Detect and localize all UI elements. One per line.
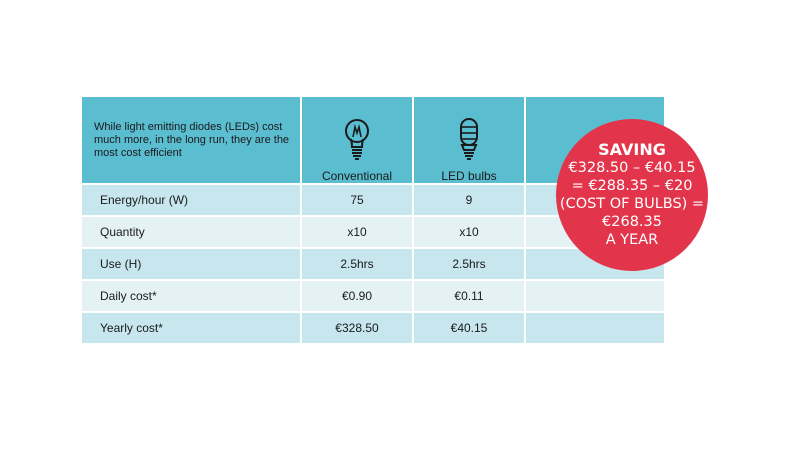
row-label: Daily cost* — [82, 280, 302, 313]
led-bulb-icon — [460, 118, 478, 160]
cell-led: x10 — [413, 216, 526, 249]
table-row: Use (H) 2.5hrs 2.5hrs — [82, 248, 664, 281]
saving-line-1: €328.50 – €40.15 — [568, 160, 696, 176]
column-label-led: LED bulbs — [441, 169, 497, 183]
row-label: Energy/hour (W) — [82, 184, 302, 217]
saving-line-2: = €288.35 – €20 — [571, 178, 693, 194]
cell-conventional: 75 — [301, 184, 414, 217]
column-led: LED bulbs — [413, 97, 526, 185]
cell-conventional: 2.5hrs — [301, 248, 414, 281]
cell-led: €0.11 — [413, 280, 526, 313]
cell-conventional: €328.50 — [301, 312, 414, 345]
cell-led: €40.15 — [413, 312, 526, 345]
saving-title: SAVING — [598, 140, 666, 159]
incandescent-bulb-icon — [345, 119, 369, 160]
intro-text: While light emitting diodes (LEDs) cost … — [82, 97, 302, 185]
row-label: Quantity — [82, 216, 302, 249]
cell-conventional: x10 — [301, 216, 414, 249]
column-conventional: Conventional — [301, 97, 414, 185]
column-label-conventional: Conventional — [321, 169, 393, 183]
table-row: Quantity x10 x10 — [82, 216, 664, 249]
cell-led: 2.5hrs — [413, 248, 526, 281]
saving-line-5: A YEAR — [605, 232, 659, 248]
cell-led: 9 — [413, 184, 526, 217]
saving-line-4: €268.35 — [602, 214, 662, 230]
cell-conventional: €0.90 — [301, 280, 414, 313]
row-label: Use (H) — [82, 248, 302, 281]
table-row: Yearly cost* €328.50 €40.15 — [82, 312, 664, 345]
cell-empty — [525, 280, 664, 313]
saving-badge: SAVING €328.50 – €40.15 = €288.35 – €20 … — [556, 119, 708, 271]
saving-line-3: (COST OF BULBS) = — [559, 196, 705, 212]
cell-empty — [525, 312, 664, 345]
table-row: Daily cost* €0.90 €0.11 — [82, 280, 664, 313]
row-label: Yearly cost* — [82, 312, 302, 345]
